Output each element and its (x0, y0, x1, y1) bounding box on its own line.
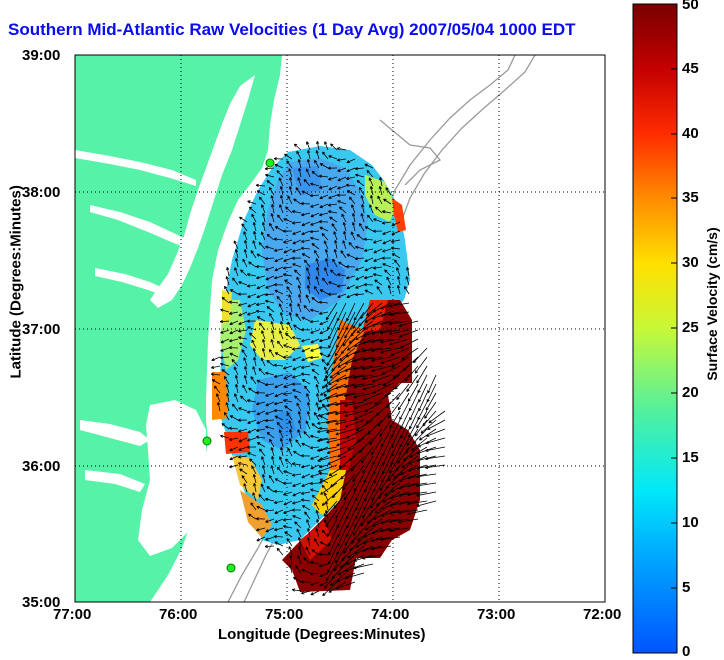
radar-station-marker (265, 158, 275, 168)
colorbar-ticks (671, 68, 677, 589)
colorbar-tick-label: 30 (682, 254, 699, 271)
depth-contour (379, 119, 442, 186)
colorbar-tick-label: 50 (682, 0, 699, 13)
river (80, 420, 150, 446)
x-tick-label: 74:00 (371, 606, 410, 623)
radar-station-marker (202, 436, 212, 446)
colorbar-tick-label: 20 (682, 384, 699, 401)
velocity-vectors (210, 140, 446, 597)
colorbar-tick-label: 15 (682, 449, 699, 466)
y-tick-label: 35:00 (22, 594, 61, 611)
y-tick-label: 36:00 (22, 458, 61, 475)
pamlico-sound (138, 400, 206, 556)
velocity-arrows (210, 140, 446, 597)
river (85, 470, 145, 492)
y-tick-label: 37:00 (22, 321, 61, 338)
x-tick-label: 76:00 (159, 606, 198, 623)
y-axis-label: Latitude (Degrees:Minutes) (7, 185, 25, 379)
chesapeake-bay (150, 75, 255, 308)
x-axis-label: Longitude (Degrees:Minutes) (218, 626, 426, 643)
x-tick-label: 77:00 (53, 606, 92, 623)
colorbar-tick-label: 25 (682, 319, 699, 336)
colorbar-tick-label: 35 (682, 189, 699, 206)
grid-lines (75, 55, 605, 602)
colorbar (632, 3, 678, 654)
colorbar-tick-label: 10 (682, 514, 699, 531)
x-tick-label: 73:00 (477, 606, 516, 623)
x-tick-label: 75:00 (265, 606, 304, 623)
x-tick-label: 72:00 (583, 606, 622, 623)
plot-frame (74, 54, 606, 603)
colorbar-tick-label: 45 (682, 60, 699, 77)
colorbar-tick-label: 5 (682, 579, 691, 596)
river (75, 150, 196, 186)
river (90, 205, 198, 252)
colorbar-tick-label: 40 (682, 125, 699, 142)
y-tick-label: 38:00 (22, 184, 61, 201)
river (95, 268, 172, 298)
colorbar-label: Surface Velocity (cm/s) (704, 227, 720, 381)
y-tick-label: 39:00 (22, 47, 61, 64)
radar-station-marker (226, 563, 236, 573)
land-mass (75, 55, 282, 602)
colorbar-tick-label: 0 (682, 643, 691, 660)
map-title: Southern Mid-Atlantic Raw Velocities (1 … (8, 20, 576, 39)
